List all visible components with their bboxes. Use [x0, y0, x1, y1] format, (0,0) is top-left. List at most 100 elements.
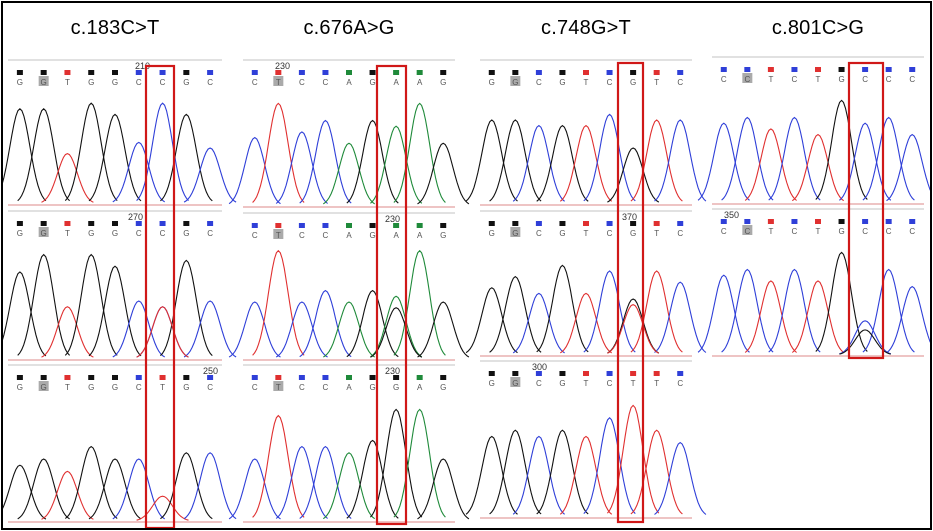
- base-marker: [606, 371, 613, 376]
- base-call: G: [489, 379, 495, 388]
- chromatogram-peak: [559, 435, 613, 515]
- base-call: C: [136, 383, 142, 392]
- base-call: G: [559, 78, 565, 87]
- base-call: G: [489, 229, 495, 238]
- base-marker: [393, 223, 400, 228]
- base-call: C: [721, 75, 727, 84]
- base-marker: [862, 67, 869, 72]
- base-marker: [909, 67, 916, 72]
- base-call: C: [721, 227, 727, 236]
- position-number: 230: [275, 61, 290, 71]
- chromatogram-peak: [559, 124, 613, 202]
- chromatogram-peak: [630, 270, 683, 353]
- secondary-peak: [607, 303, 660, 354]
- base-marker: [40, 375, 47, 380]
- base-call: C: [886, 227, 892, 236]
- position-number: 370: [622, 212, 637, 222]
- base-call: C: [136, 229, 142, 238]
- base-marker: [559, 371, 566, 376]
- base-call: G: [512, 78, 518, 87]
- base-call: C: [136, 78, 142, 87]
- base-highlight: [510, 227, 521, 237]
- chromatogram-peak: [630, 429, 683, 515]
- base-marker: [64, 70, 71, 75]
- base-marker: [369, 70, 376, 75]
- base-marker: [88, 221, 95, 226]
- chromatogram-peak: [654, 119, 707, 202]
- base-marker: [416, 375, 423, 380]
- chromatogram-peak: [183, 452, 237, 520]
- base-call: C: [862, 75, 868, 84]
- base-call: T: [584, 229, 589, 238]
- chromatogram-peak: [160, 113, 213, 202]
- chromatogram-peak: [512, 292, 565, 354]
- base-call: G: [112, 229, 118, 238]
- base-marker: [744, 219, 751, 224]
- base-call: G: [440, 383, 446, 392]
- base-call: C: [252, 231, 258, 240]
- chromatogram-peak: [88, 265, 142, 357]
- base-marker: [512, 70, 519, 75]
- chromatogram-peak: [465, 287, 518, 354]
- base-marker: [720, 219, 727, 224]
- base-call: C: [160, 229, 166, 238]
- chromatogram-peak: [64, 102, 118, 201]
- base-call: G: [183, 229, 189, 238]
- chromatogram-peak: [393, 249, 446, 356]
- base-marker: [112, 221, 118, 226]
- base-call: C: [536, 78, 542, 87]
- base-marker: [630, 371, 637, 376]
- variant-highlight-box: [616, 61, 645, 524]
- base-call: T: [65, 229, 70, 238]
- base-call: T: [276, 78, 281, 87]
- base-marker: [275, 70, 282, 75]
- base-call: G: [838, 227, 844, 236]
- base-call: T: [65, 78, 70, 87]
- base-call: C: [323, 231, 329, 240]
- base-marker: [251, 223, 258, 228]
- chromatogram-peak: [112, 458, 166, 520]
- base-call: G: [183, 383, 189, 392]
- position-number: 350: [724, 210, 739, 220]
- chromatogram-peak: [252, 102, 305, 203]
- chromatogram-peak: [630, 119, 683, 202]
- base-marker: [720, 67, 727, 72]
- chromatogram-peak: [536, 264, 589, 353]
- base-marker: [677, 371, 684, 376]
- chromatogram-peak: [512, 435, 565, 515]
- base-call: C: [160, 78, 166, 87]
- chromatogram-peak: [697, 122, 750, 201]
- chromatogram-peak: [183, 300, 237, 358]
- base-call: T: [768, 227, 773, 236]
- base-call: C: [677, 78, 683, 87]
- chromatogram-peak: [299, 119, 352, 204]
- panel-title: c.676A>G: [303, 17, 395, 39]
- base-call: A: [346, 383, 352, 392]
- chromatogram-peak: [64, 253, 118, 356]
- base-marker: [815, 219, 821, 224]
- chromatogram-peak: [791, 280, 845, 353]
- base-call: C: [536, 229, 542, 238]
- chromatogram-peak: [160, 259, 213, 356]
- base-call: G: [17, 229, 23, 238]
- chromatogram-peak: [88, 113, 142, 202]
- chromatogram-peak: [791, 133, 845, 202]
- base-marker: [791, 219, 798, 224]
- position-number: 230: [385, 214, 400, 224]
- base-marker: [744, 67, 751, 72]
- base-highlight: [273, 76, 284, 86]
- base-call: C: [886, 75, 892, 84]
- base-marker: [251, 70, 258, 75]
- base-call: G: [630, 78, 636, 87]
- base-marker: [440, 70, 447, 75]
- base-marker: [559, 70, 566, 75]
- panel-title: c.801C>G: [771, 17, 865, 39]
- base-marker: [298, 70, 305, 75]
- base-highlight: [742, 225, 753, 235]
- base-call: C: [252, 383, 258, 392]
- base-marker: [183, 221, 190, 226]
- base-marker: [535, 371, 542, 376]
- chromatogram-peak: [744, 128, 797, 201]
- base-marker: [207, 375, 214, 380]
- chromatogram-peak: [275, 131, 328, 204]
